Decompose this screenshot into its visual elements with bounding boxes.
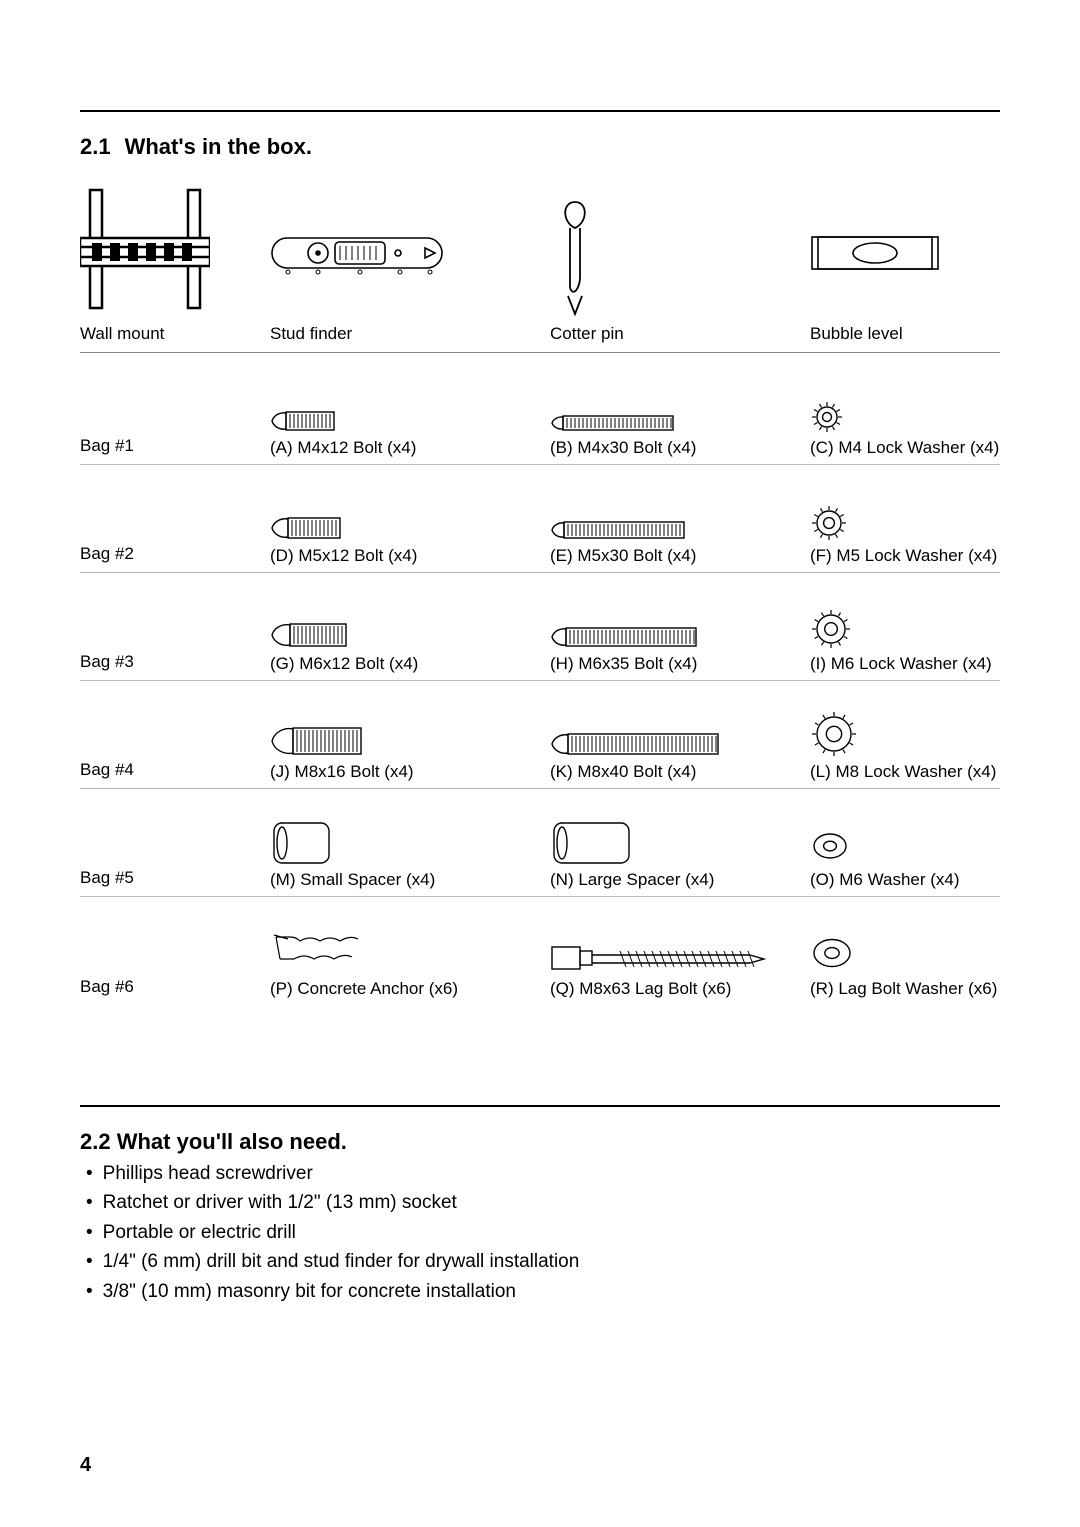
bag-row: Bag #4 (J) M8x16 Bolt (x4) (K) M8x40 Bol…	[80, 681, 1000, 789]
part-icon	[550, 480, 810, 542]
section-title: What's in the box.	[125, 134, 312, 159]
part-icon	[810, 804, 1000, 866]
part-icon	[270, 913, 550, 975]
part-label: (Q) M8x63 Lag Bolt (x6)	[550, 979, 810, 999]
part-icon	[550, 588, 810, 650]
bag-name: Bag #3	[80, 581, 270, 674]
wall-mount-icon	[80, 188, 210, 318]
part-icon	[550, 804, 810, 866]
needs-item: Phillips head screwdriver	[80, 1159, 1000, 1188]
part-icon	[270, 696, 550, 758]
bag-row: Bag #3 (G) M6x12 Bolt (x4) (H) M6x35 Bol…	[80, 573, 1000, 681]
part-icon	[810, 696, 1000, 758]
part-icon	[270, 372, 550, 434]
bag-name: Bag #2	[80, 473, 270, 566]
stud-finder-label: Stud finder	[270, 324, 550, 344]
bag-row: Bag #6 (P) Concrete Anchor (x6) (Q) M8x6…	[80, 897, 1000, 1005]
part-icon	[550, 372, 810, 434]
part-icon	[810, 480, 1000, 542]
part-label: (I) M6 Lock Washer (x4)	[810, 654, 1000, 674]
bag-row: Bag #5 (M) Small Spacer (x4) (N) Large S…	[80, 789, 1000, 897]
part-label: (A) M4x12 Bolt (x4)	[270, 438, 550, 458]
bag-row: Bag #1 (A) M4x12 Bolt (x4) (B) M4x30 Bol…	[80, 357, 1000, 465]
bag-name: Bag #4	[80, 689, 270, 782]
section-2-1-heading: 2.1 What's in the box.	[80, 134, 1000, 160]
part-icon	[810, 913, 1000, 975]
page-number: 4	[80, 1454, 91, 1477]
section-number: 2.1	[80, 134, 111, 159]
needs-item: Ratchet or driver with 1/2" (13 mm) sock…	[80, 1188, 1000, 1217]
cotter-pin-icon	[550, 198, 600, 318]
part-label: (K) M8x40 Bolt (x4)	[550, 762, 810, 782]
section-2-2: 2.2 What you'll also need. Phillips head…	[80, 1105, 1000, 1306]
part-label: (P) Concrete Anchor (x6)	[270, 979, 550, 999]
part-icon	[810, 372, 1000, 434]
part-label: (N) Large Spacer (x4)	[550, 870, 810, 890]
part-label: (M) Small Spacer (x4)	[270, 870, 550, 890]
needs-item: 3/8" (10 mm) masonry bit for concrete in…	[80, 1277, 1000, 1306]
part-label: (R) Lag Bolt Washer (x6)	[810, 979, 1000, 999]
box-contents-top-row: Wall mount Stud f	[80, 188, 1000, 353]
bubble-level-icon	[810, 231, 940, 275]
part-label: (L) M8 Lock Washer (x4)	[810, 762, 1000, 782]
cotter-pin-label: Cotter pin	[550, 324, 810, 344]
part-label: (E) M5x30 Bolt (x4)	[550, 546, 810, 566]
section-2-2-heading: 2.2 What you'll also need.	[80, 1129, 1000, 1155]
bag-name: Bag #5	[80, 797, 270, 890]
needs-list: Phillips head screwdriverRatchet or driv…	[80, 1159, 1000, 1306]
part-icon	[550, 913, 810, 975]
part-label: (H) M6x35 Bolt (x4)	[550, 654, 810, 674]
part-label: (J) M8x16 Bolt (x4)	[270, 762, 550, 782]
bag-name: Bag #1	[80, 365, 270, 458]
bag-row: Bag #2 (D) M5x12 Bolt (x4) (E) M5x30 Bol…	[80, 465, 1000, 573]
stud-finder-icon	[270, 228, 450, 278]
part-label: (F) M5 Lock Washer (x4)	[810, 546, 1000, 566]
part-label: (B) M4x30 Bolt (x4)	[550, 438, 810, 458]
bubble-level-label: Bubble level	[810, 324, 1000, 344]
bag-name: Bag #6	[80, 905, 270, 999]
part-label: (D) M5x12 Bolt (x4)	[270, 546, 550, 566]
part-icon	[270, 480, 550, 542]
part-label: (O) M6 Washer (x4)	[810, 870, 1000, 890]
part-label: (G) M6x12 Bolt (x4)	[270, 654, 550, 674]
wall-mount-label: Wall mount	[80, 324, 270, 344]
bags-table: Bag #1 (A) M4x12 Bolt (x4) (B) M4x30 Bol…	[80, 357, 1000, 1005]
part-icon	[270, 588, 550, 650]
needs-item: Portable or electric drill	[80, 1218, 1000, 1247]
needs-item: 1/4" (6 mm) drill bit and stud finder fo…	[80, 1247, 1000, 1276]
part-icon	[810, 588, 1000, 650]
part-icon	[550, 696, 810, 758]
part-icon	[270, 804, 550, 866]
part-label: (C) M4 Lock Washer (x4)	[810, 438, 1000, 458]
